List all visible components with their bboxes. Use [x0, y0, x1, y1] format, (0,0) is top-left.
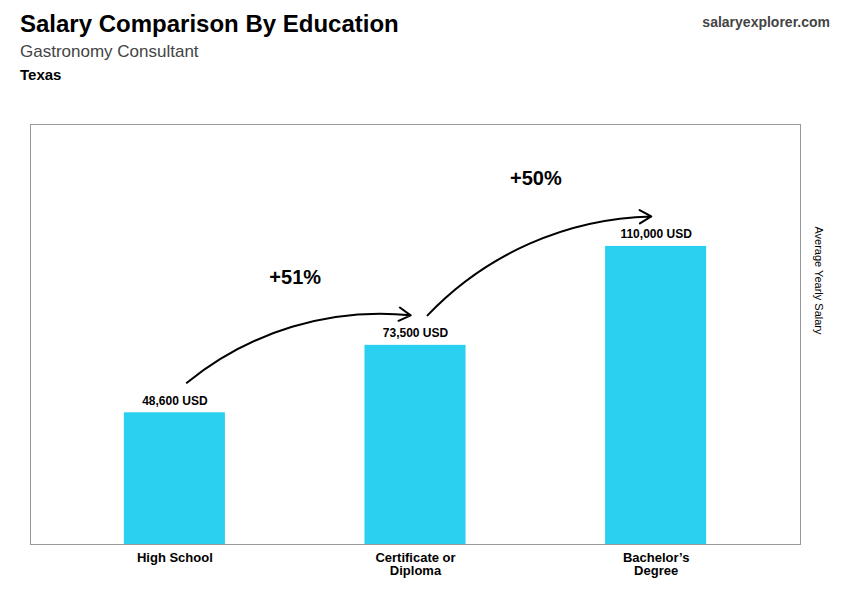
svg-text:48,600 USD: 48,600 USD	[142, 394, 208, 408]
html-text:Gastronomy Consultant: Gastronomy Consultant	[20, 42, 199, 61]
svg-text:+51%: +51%	[269, 266, 321, 288]
html-text:Salary Comparison By Education: Salary Comparison By Education	[20, 10, 399, 37]
svg-text:+50%: +50%	[510, 167, 562, 189]
html-text:salaryexplorer.com: salaryexplorer.com	[702, 14, 830, 30]
svg-text:Certificate orDiploma: Certificate orDiploma	[375, 550, 455, 578]
svg-text:110,000 USD: 110,000 USD	[620, 227, 692, 241]
svg-text:High School: High School	[137, 550, 213, 565]
svg-text:Average Yearly Salary: Average Yearly Salary	[813, 226, 825, 335]
html-text:Texas: Texas	[20, 66, 62, 83]
svg-text:73,500 USD: 73,500 USD	[383, 326, 449, 340]
svg-text:Bachelor’sDegree: Bachelor’sDegree	[623, 550, 689, 578]
